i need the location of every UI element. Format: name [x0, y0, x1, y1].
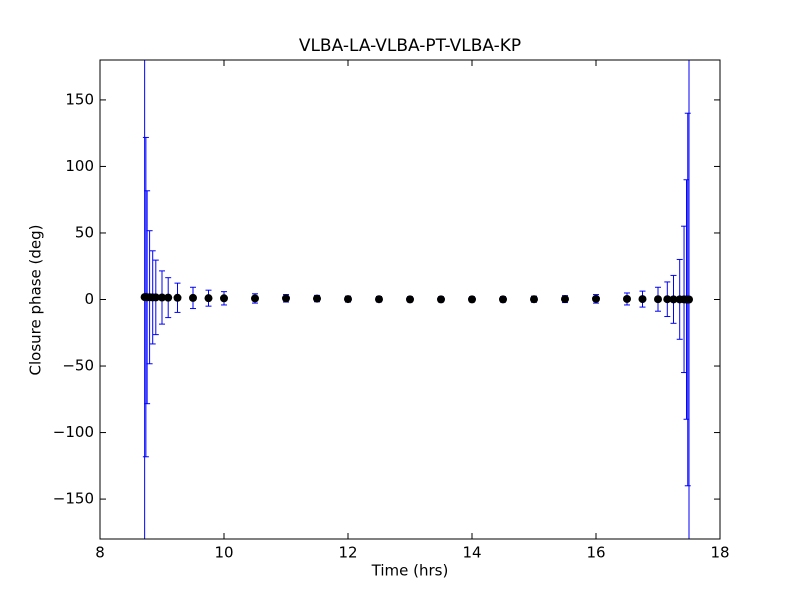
data-point: [204, 294, 213, 303]
data-point: [158, 293, 166, 302]
data-point: [220, 294, 228, 303]
y-tick-label: −100: [53, 423, 94, 441]
data-point: [685, 295, 693, 304]
data-point: [282, 294, 290, 303]
data-point: [344, 295, 352, 304]
data-point: [173, 293, 182, 302]
data-point: [251, 294, 259, 303]
y-tick-label: 0: [84, 290, 94, 308]
x-tick-label: 10: [214, 544, 233, 562]
x-tick-label: 18: [710, 544, 729, 562]
y-tick-label: −50: [62, 357, 94, 375]
x-tick-label: 16: [586, 544, 605, 562]
x-axis-label: Time (hrs): [371, 562, 449, 580]
x-tick-label: 8: [95, 544, 105, 562]
data-point: [499, 295, 507, 304]
y-tick-label: 150: [65, 90, 94, 108]
data-point: [375, 295, 383, 304]
data-point: [654, 295, 662, 304]
data-point: [669, 295, 678, 304]
y-tick-label: 50: [75, 223, 94, 241]
data-point: [189, 293, 197, 302]
axes: 8 10 12 14 16 18 −150 −100 −50 0 50 100 150: [53, 60, 730, 562]
data-point: [663, 295, 672, 304]
data-point: [164, 293, 173, 302]
plot-area: [140, 60, 693, 539]
data-point: [623, 294, 631, 303]
data-point: [151, 293, 160, 302]
chart-title: VLBA-LA-VLBA-PT-VLBA-KP: [299, 36, 521, 56]
data-point: [638, 295, 647, 304]
data-point: [561, 295, 569, 304]
y-tick-label: −150: [53, 490, 94, 508]
data-point: [530, 295, 538, 304]
plot-frame: [99, 59, 721, 540]
data-point: [592, 294, 600, 303]
x-tick-label: 12: [338, 544, 357, 562]
data-point: [468, 295, 476, 304]
data-point: [437, 295, 445, 304]
x-tick-label: 14: [462, 544, 481, 562]
y-axis-label: Closure phase (deg): [27, 225, 45, 376]
data-point: [406, 295, 414, 304]
y-tick-label: 100: [65, 157, 94, 175]
data-point: [313, 294, 321, 303]
